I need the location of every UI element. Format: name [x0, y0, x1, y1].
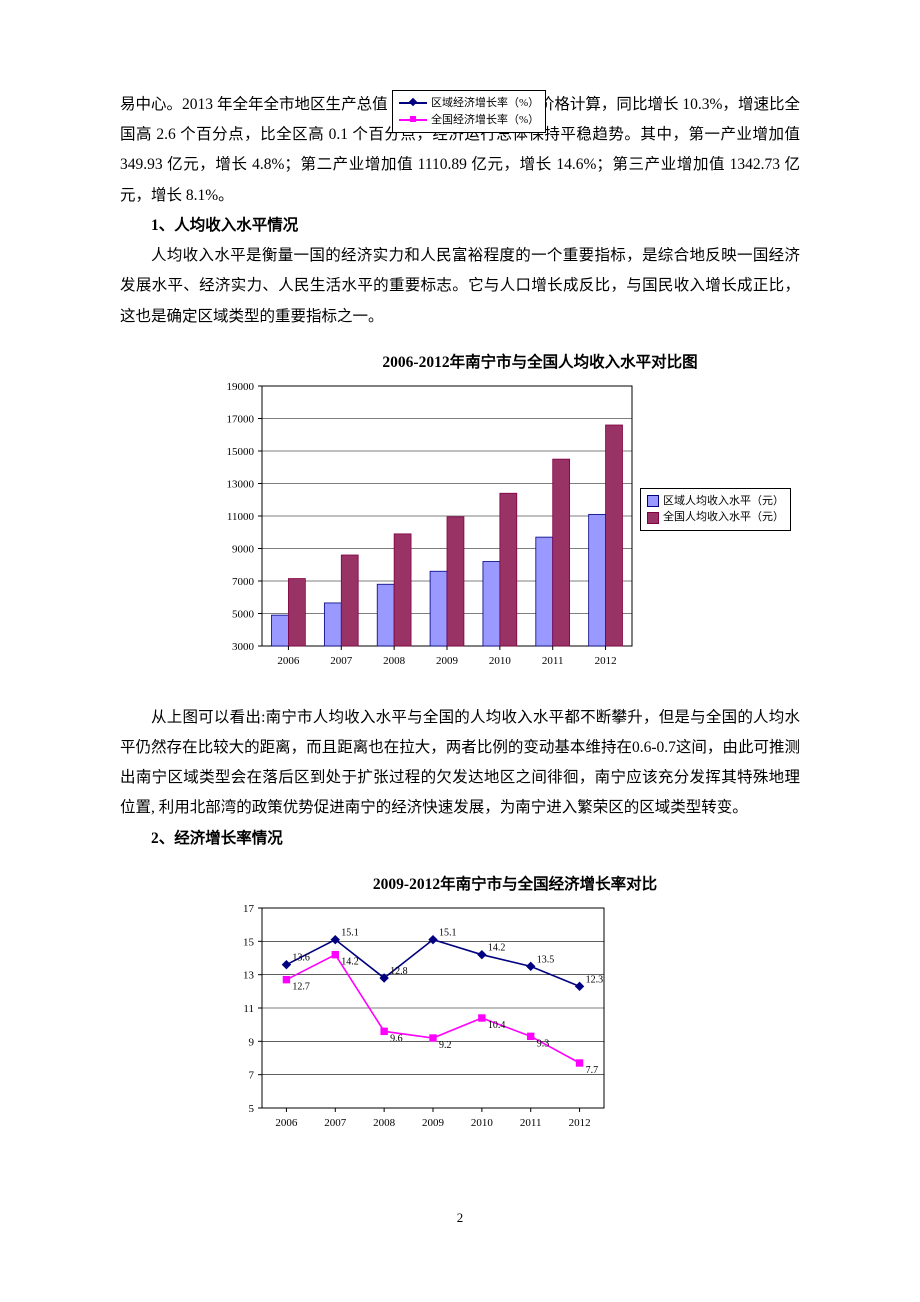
svg-text:2009: 2009	[436, 655, 459, 667]
svg-text:2012: 2012	[595, 655, 617, 667]
svg-text:9.3: 9.3	[537, 1038, 550, 1049]
svg-text:14.2: 14.2	[341, 957, 359, 968]
svg-text:11: 11	[243, 1003, 254, 1015]
svg-text:7.7: 7.7	[586, 1065, 599, 1076]
svg-text:9.2: 9.2	[439, 1040, 452, 1051]
svg-text:13.5: 13.5	[537, 954, 555, 965]
legend-label: 全国经济增长率（%）	[431, 112, 539, 129]
chart1-legend: 区域人均收入水平（元）全国人均收入水平（元）	[640, 488, 791, 531]
bar-chart: 3000 5000 7000 9000 11000 13000 15000 17000 1900…	[220, 378, 780, 688]
legend-item: 全国经济增长率（%）	[399, 112, 539, 129]
legend-swatch	[647, 495, 659, 507]
svg-text:2008: 2008	[383, 655, 406, 667]
svg-text:2009: 2009	[422, 1117, 445, 1129]
svg-text:15000: 15000	[227, 446, 255, 458]
svg-text:2011: 2011	[542, 655, 564, 667]
svg-text:17000: 17000	[227, 413, 255, 425]
svg-text:7: 7	[249, 1070, 255, 1082]
svg-text:2010: 2010	[471, 1117, 494, 1129]
paragraph-2: 人均收入水平是衡量一国的经济实力和人民富裕程度的一个重要指标，是综合地反映一国经…	[120, 241, 800, 332]
legend-item: 区域人均收入水平（元）	[647, 493, 784, 510]
chart2-container: 5 7 9 11 13 15 17 2006 2007 2008 2009 2010 2011 2012 1…	[220, 900, 800, 1150]
svg-text:13.6: 13.6	[292, 953, 310, 964]
legend-line-sample	[399, 115, 427, 125]
svg-text:11000: 11000	[227, 511, 255, 523]
line-chart: 5 7 9 11 13 15 17 2006 2007 2008 2009 2010 2011 2012 1…	[220, 900, 780, 1145]
svg-text:5000: 5000	[232, 608, 255, 620]
svg-text:9.6: 9.6	[390, 1033, 403, 1044]
section-heading-1: 1、人均收入水平情况	[120, 211, 800, 241]
svg-text:14.2: 14.2	[488, 943, 506, 954]
svg-text:5: 5	[249, 1103, 255, 1115]
svg-text:13000: 13000	[227, 478, 255, 490]
paragraph-3: 从上图可以看出:南宁市人均收入水平与全国的人均收入水平都不断攀升，但是与全国的人…	[120, 703, 800, 824]
svg-text:2012: 2012	[569, 1117, 591, 1129]
svg-text:7000: 7000	[232, 576, 255, 588]
svg-text:9000: 9000	[232, 543, 255, 555]
svg-text:2006: 2006	[275, 1117, 298, 1129]
legend-label: 区域人均收入水平（元）	[663, 493, 784, 510]
svg-text:10.4: 10.4	[488, 1020, 506, 1031]
chart1-container: 3000 5000 7000 9000 11000 13000 15000 17000 1900…	[220, 378, 800, 693]
chart1-title: 2006-2012年南宁市与全国人均收入水平对比图	[280, 350, 800, 372]
svg-text:9: 9	[249, 1036, 255, 1048]
svg-text:15.1: 15.1	[341, 928, 359, 939]
svg-text:12.3: 12.3	[586, 974, 604, 985]
svg-text:3000: 3000	[232, 641, 255, 653]
svg-text:2006: 2006	[277, 655, 300, 667]
chart2-title: 2009-2012年南宁市与全国经济增长率对比	[230, 872, 800, 894]
svg-text:2008: 2008	[373, 1117, 396, 1129]
svg-text:15.1: 15.1	[439, 928, 457, 939]
legend-swatch	[647, 512, 659, 524]
svg-text:19000: 19000	[227, 381, 255, 393]
document-page: 易中心。2013 年全年全市地区生产总值 2803.54 亿元，按可比价格计算，…	[0, 0, 920, 1266]
svg-text:2007: 2007	[330, 655, 353, 667]
legend-item: 全国人均收入水平（元）	[647, 509, 784, 526]
svg-text:12.8: 12.8	[390, 966, 408, 977]
svg-text:12.7: 12.7	[292, 982, 310, 993]
section-heading-2: 2、经济增长率情况	[120, 824, 800, 854]
legend-line-sample	[399, 98, 427, 108]
svg-text:17: 17	[243, 903, 255, 915]
legend-item: 区域经济增长率（%）	[399, 95, 539, 112]
svg-text:2010: 2010	[489, 655, 512, 667]
chart2-legend: 区域经济增长率（%）全国经济增长率（%）	[392, 90, 546, 133]
legend-label: 区域经济增长率（%）	[431, 95, 539, 112]
legend-label: 全国人均收入水平（元）	[663, 509, 784, 526]
svg-text:15: 15	[243, 936, 255, 948]
page-number: 2	[120, 1210, 800, 1226]
svg-text:13: 13	[243, 970, 255, 982]
svg-text:2011: 2011	[520, 1117, 542, 1129]
svg-text:2007: 2007	[324, 1117, 347, 1129]
